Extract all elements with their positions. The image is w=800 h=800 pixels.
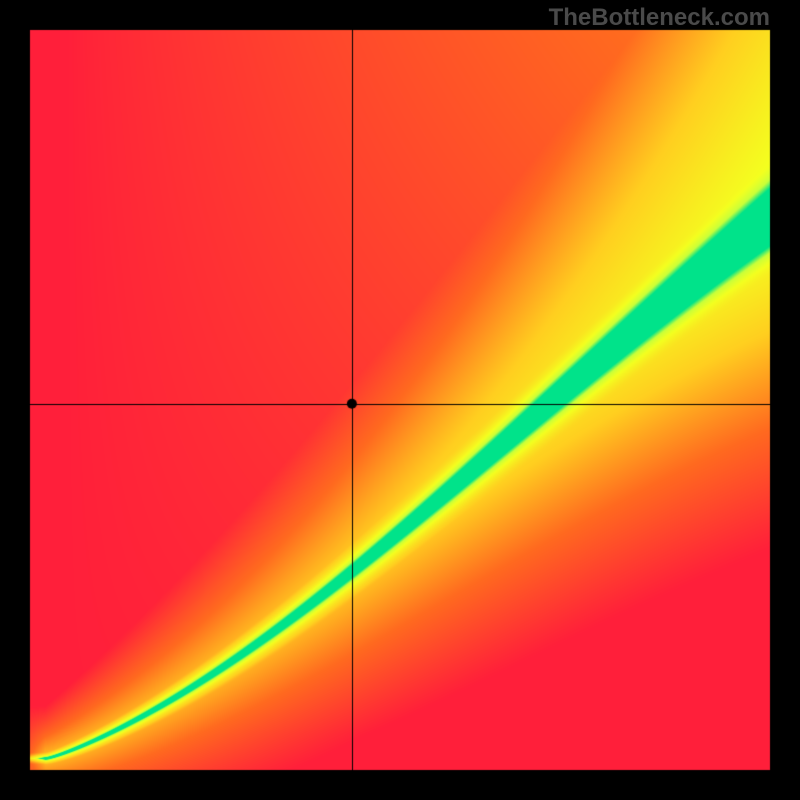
chart-container: TheBottleneck.com (0, 0, 800, 800)
watermark-text: TheBottleneck.com (549, 4, 770, 32)
heatmap-canvas (0, 0, 800, 800)
